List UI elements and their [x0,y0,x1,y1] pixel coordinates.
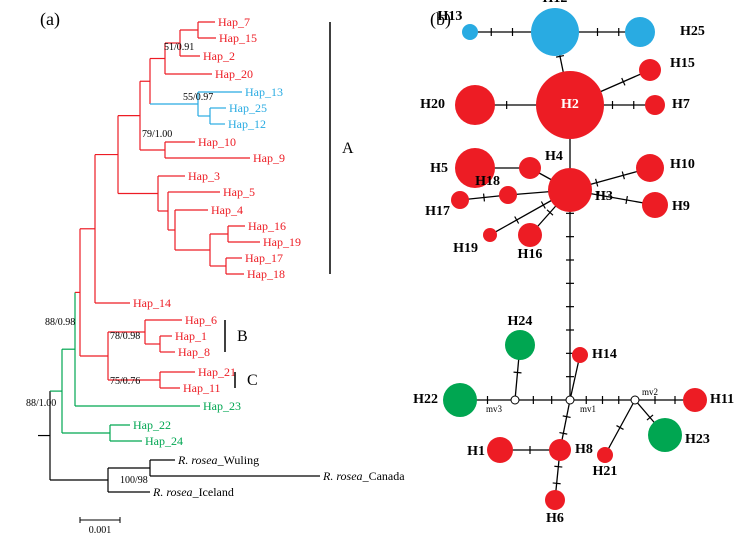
svg-text:78/0.98: 78/0.98 [110,331,140,342]
svg-text:H8: H8 [575,442,593,457]
svg-text:Hap_22: Hap_22 [133,418,171,432]
svg-text:55/0.97: 55/0.97 [183,92,213,103]
svg-text:mv1: mv1 [580,404,596,414]
svg-text:Hap_3: Hap_3 [188,169,220,183]
svg-text:Hap_14: Hap_14 [133,296,171,310]
svg-text:Hap_1: Hap_1 [175,329,207,343]
svg-text:Hap_9: Hap_9 [253,151,285,165]
svg-text:H25: H25 [680,24,705,39]
svg-text:H11: H11 [710,392,734,407]
svg-text:Hap_12: Hap_12 [228,117,266,131]
svg-text:H4: H4 [545,149,563,164]
svg-text:H15: H15 [670,56,695,71]
svg-text:Hap_18: Hap_18 [247,267,285,281]
svg-text:H6: H6 [546,511,564,526]
svg-text:Hap_11: Hap_11 [183,381,221,395]
svg-text:H16: H16 [518,247,543,262]
svg-text:Hap_16: Hap_16 [248,219,286,233]
panel-a-label: (a) [40,9,60,30]
svg-text:R. rosea_Iceland: R. rosea_Iceland [152,485,234,499]
svg-text:H1: H1 [467,444,485,459]
svg-text:R. rosea_Canada: R. rosea_Canada [322,469,405,483]
svg-text:51/0.91: 51/0.91 [164,42,194,53]
figure-svg: Hap_7 Hap_15 Hap_2 Hap_20 Hap_25 Hap_12 Hap_13… [0,0,750,550]
svg-text:88/1.00: 88/1.00 [26,398,56,409]
svg-text:H10: H10 [670,157,695,172]
svg-text:Hap_21: Hap_21 [198,365,236,379]
svg-text:Hap_19: Hap_19 [263,235,301,249]
svg-text:H9: H9 [672,199,690,214]
panel-a: Hap_7 Hap_15 Hap_2 Hap_20 Hap_25 Hap_12 Hap_13… [26,15,405,536]
svg-text:100/98: 100/98 [120,475,148,486]
svg-text:H2: H2 [561,97,579,112]
svg-text:Hap_23: Hap_23 [203,399,241,413]
panel-b-label: (b) [430,9,451,30]
svg-text:H18: H18 [475,174,500,189]
svg-text:79/1.00: 79/1.00 [142,129,172,140]
svg-text:H20: H20 [420,97,445,112]
svg-text:A: A [342,140,354,157]
panel-b: H13H12H25H20H2H15H7H5H4H17H18H3H10H9H19H… [413,0,734,526]
svg-text:H19: H19 [453,241,478,256]
svg-text:mv3: mv3 [486,404,503,414]
svg-text:H22: H22 [413,392,438,407]
svg-text:Hap_6: Hap_6 [185,313,217,327]
svg-text:Hap_20: Hap_20 [215,67,253,81]
svg-text:H21: H21 [593,464,618,479]
svg-text:88/0.98: 88/0.98 [45,317,75,328]
svg-text:H14: H14 [592,347,617,362]
svg-text:H12: H12 [543,0,568,6]
svg-text:Hap_25: Hap_25 [229,101,267,115]
svg-text:Hap_17: Hap_17 [245,251,283,265]
svg-text:Hap_10: Hap_10 [198,135,236,149]
svg-text:75/0.76: 75/0.76 [110,376,140,387]
svg-text:H3: H3 [595,189,613,204]
svg-text:H5: H5 [430,161,448,176]
svg-text:H7: H7 [672,97,690,112]
svg-text:Hap_13: Hap_13 [245,85,283,99]
svg-text:Hap_7: Hap_7 [218,15,250,29]
svg-text:C: C [247,372,258,389]
svg-text:H17: H17 [425,204,450,219]
svg-text:Hap_15: Hap_15 [219,31,257,45]
svg-text:0.001: 0.001 [89,525,112,536]
svg-text:Hap_8: Hap_8 [178,345,210,359]
svg-text:Hap_2: Hap_2 [203,49,235,63]
svg-text:Hap_5: Hap_5 [223,185,255,199]
svg-text:Hap_4: Hap_4 [211,203,243,217]
svg-text:mv2: mv2 [642,387,658,397]
svg-text:H24: H24 [508,314,533,329]
svg-text:R. rosea_Wuling: R. rosea_Wuling [177,453,259,467]
svg-text:B: B [237,328,248,345]
svg-text:Hap_24: Hap_24 [145,434,183,448]
figure-container: Hap_7 Hap_15 Hap_2 Hap_20 Hap_25 Hap_12 Hap_13… [0,0,750,550]
svg-text:H23: H23 [685,432,710,447]
